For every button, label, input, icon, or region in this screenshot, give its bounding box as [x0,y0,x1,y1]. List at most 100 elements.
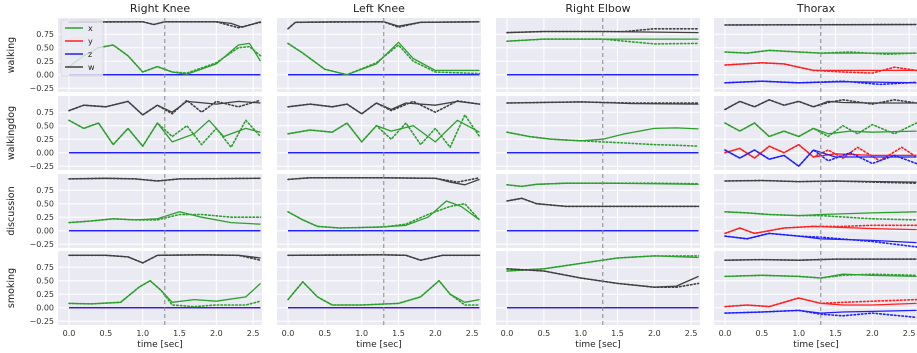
x-axis-label: time [sec] [137,340,182,350]
y-tick-label: 0.75 [36,108,54,117]
series-x-prediction [68,280,261,305]
column-title: Left Knee [353,2,405,15]
x-tick-label: 0.0 [282,329,295,338]
x-tick-label: 1.5 [392,329,405,338]
column-title: Thorax [796,2,836,15]
x-tick-label: 2.0 [648,329,661,338]
x-tick-label: 1.5 [611,329,624,338]
y-tick-label: −0.25 [29,240,54,249]
y-tick-label: 0.50 [36,122,54,131]
series-w-prediction [506,30,699,34]
y-tick-label: −0.25 [29,317,54,326]
series-y-prediction [724,62,917,72]
x-tick-label: 0.5 [756,329,769,338]
x-tick-label: 1.0 [136,329,149,338]
series-z-prediction [724,149,917,167]
series-x-prediction [724,122,917,138]
y-tick-label: 0.50 [36,200,54,209]
series-y-prediction [724,225,917,235]
plot-background [714,174,917,248]
plot-background [58,96,262,170]
series-z-prediction [724,309,917,314]
series-x-prediction [724,49,917,54]
series-w-prediction [287,254,480,261]
series-w-prediction [724,99,917,111]
x-tick-label: 2.5 [466,329,479,338]
x-tick-label: 1.0 [574,329,587,338]
y-tick-label: 0.00 [36,71,54,80]
y-tick-label: 0.75 [36,186,54,195]
panel-walking-right-knee: −0.25 0.00 0.25 0.50 0.75 Right Knee walking [6,2,262,93]
row-label: walking [6,37,17,73]
x-tick-label: 0.0 [719,329,732,338]
series-x-prediction [287,41,480,76]
plot-background [714,251,917,325]
plot-background [496,174,700,248]
x-tick-label: 2.0 [429,329,442,338]
panel-walking-right-elbow: Right Elbow [496,2,700,92]
legend-label-x: x [88,24,93,33]
plot-background [58,174,262,248]
x-axis-label: time [sec] [356,340,401,350]
panel-walkingdog-thorax [714,96,917,170]
plot-background [496,18,700,92]
plot-background [277,251,481,325]
x-tick-label: 1.5 [173,329,186,338]
x-tick-label: 2.5 [685,329,698,338]
series-w-prediction [506,101,699,105]
series-x-prediction [506,182,699,188]
series-y-prediction [724,297,917,308]
series-w-prediction [287,100,480,115]
series-x-prediction [287,280,480,306]
x-tick-label: 2.5 [903,329,916,338]
y-tick-label: 0.50 [36,277,54,286]
series-w-prediction [68,100,261,116]
series-w-prediction [724,179,917,183]
x-tick-label: 2.5 [247,329,260,338]
x-tick-label: 0.0 [501,329,514,338]
panel-grid: −0.25 0.00 0.25 0.50 0.75 Right Knee walking Le… [6,2,917,350]
x-tick-label: 0.0 [63,329,76,338]
series-x-prediction [68,211,261,225]
series-x-prediction [506,255,699,272]
column-title: Right Knee [130,2,190,15]
series-z-prediction [724,232,917,244]
series-w-prediction [724,23,917,26]
panel-walking-thorax: Thorax [714,2,917,92]
y-tick-label: −0.25 [29,84,54,93]
y-tick-label: 0.75 [36,30,54,39]
y-tick-label: 0.00 [36,149,54,158]
panel-discussion-right-knee: −0.25 0.00 0.25 0.50 0.75 discussion [6,174,262,249]
panel-walking-left-knee: Left Knee [277,2,481,92]
row-label: walkingdog [6,106,17,160]
y-tick-label: 0.50 [36,44,54,53]
x-tick-label: 1.0 [792,329,805,338]
plot-background [496,96,700,170]
series-z-prediction [724,80,917,84]
x-tick-label: 0.5 [319,329,332,338]
y-tick-label: 0.75 [36,263,54,272]
series-w-prediction [69,254,261,264]
plot-background [277,174,481,248]
series-x-prediction [724,273,917,279]
y-tick-label: 0.00 [36,227,54,236]
row-label: smoking [6,268,17,308]
plot-background [58,251,262,325]
panel-walkingdog-right-knee: −0.25 0.00 0.25 0.50 0.75 walkingdog [6,96,262,171]
x-tick-label: 2.0 [866,329,879,338]
series-w-prediction [724,258,917,261]
series-w-prediction [287,177,480,186]
panel-walkingdog-left-knee [277,96,481,170]
panel-smoking-left-knee: 0.0 0.5 1.0 1.5 2.0 2.5 time [sec] [277,251,481,350]
y-tick-label: −0.25 [29,162,54,171]
plot-background [714,96,917,170]
column-title: Right Elbow [565,2,630,15]
y-tick-label: 0.25 [36,57,54,66]
panel-discussion-thorax [714,174,917,248]
legend-label-z: z [88,50,92,59]
row-label: discussion [6,186,17,235]
y-tick-label: 0.25 [36,135,54,144]
series-x-prediction [724,211,917,217]
panel-walkingdog-right-elbow [496,96,700,170]
